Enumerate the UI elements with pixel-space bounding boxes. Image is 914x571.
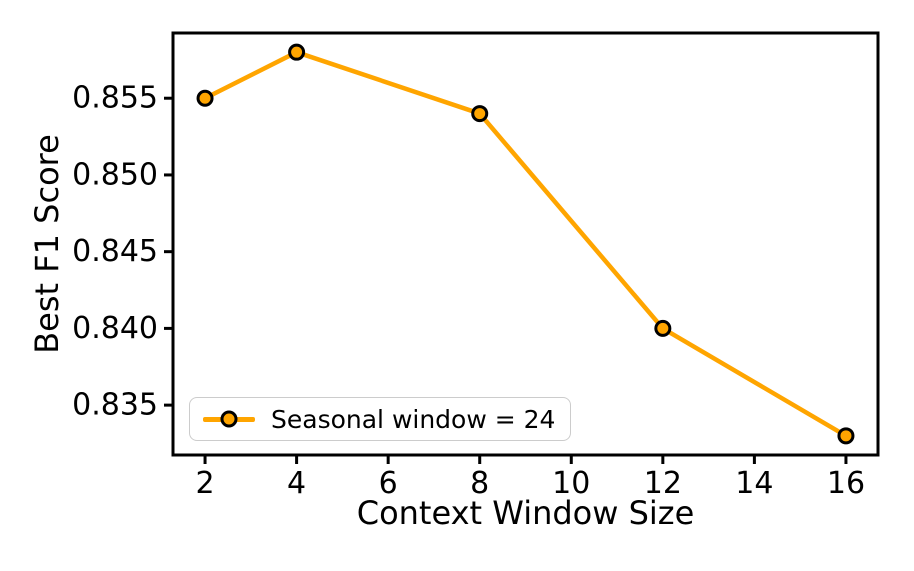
plot-frame — [171, 31, 880, 457]
y-tick-label: 0.835 — [72, 388, 158, 423]
legend: Seasonal window = 24 — [189, 397, 572, 441]
x-tick-label: 12 — [644, 466, 682, 501]
data-point-marker — [288, 43, 306, 61]
y-tick-label: 0.840 — [72, 311, 158, 346]
y-tick-label: 0.850 — [72, 157, 158, 192]
plot-area: 2 4 6 8 10 12 14 16 0.835 0.840 0.845 0.850 0.855 — [72, 31, 880, 501]
data-point-marker — [654, 319, 672, 337]
x-axis-label: Context Window Size — [356, 494, 695, 532]
legend-line-sample — [203, 410, 255, 428]
y-axis-label: Best F1 Score — [28, 134, 66, 354]
x-tick-label: 4 — [287, 466, 306, 501]
x-tick-label: 6 — [379, 466, 398, 501]
series-line — [202, 49, 849, 439]
x-tick-label: 14 — [735, 466, 773, 501]
data-point-marker — [196, 89, 214, 107]
x-tick-label: 10 — [552, 466, 590, 501]
y-tick-label: 0.855 — [72, 81, 158, 116]
data-point-marker — [837, 427, 855, 445]
legend-marker-icon — [220, 410, 238, 428]
x-tick-label: 8 — [470, 466, 489, 501]
x-tick-label: 16 — [827, 466, 865, 501]
y-tick-label: 0.845 — [72, 234, 158, 269]
legend-label: Seasonal window = 24 — [271, 404, 556, 434]
data-point-marker — [471, 105, 489, 123]
x-tick-label: 2 — [195, 466, 214, 501]
